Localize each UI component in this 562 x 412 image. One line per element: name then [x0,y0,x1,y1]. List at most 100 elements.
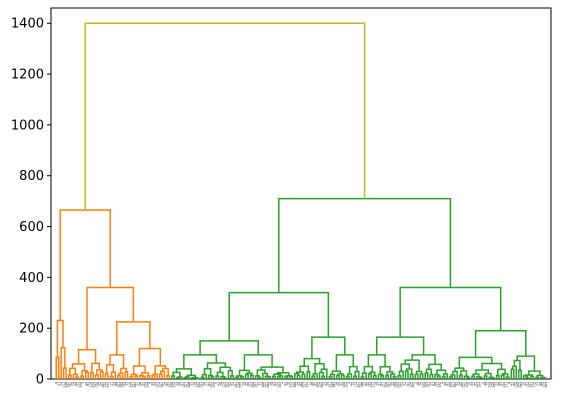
leaf-tick-label: 66 [99,382,103,386]
leaf-tick-label: 123 [249,382,253,388]
leaf-tick-label: 15 [534,382,538,386]
leaf-tick-label: 49 [244,382,248,386]
dendrogram-link [400,363,410,372]
leaf-tick-label: 145 [263,382,267,388]
leaf-tick-label: 194 [453,382,457,388]
leaf-tick-label: 199 [121,382,125,388]
dendrogram-link [328,375,333,379]
leaf-tick-label: 80 [153,382,157,386]
dendrogram-link [436,375,441,379]
leaf-tick-label: 90 [472,382,476,386]
dendrogram-link [151,374,156,379]
leaf-tick-label: 197 [253,382,257,388]
leaf-tick-label: 196 [320,382,324,388]
leaf-tick-label: 59 [71,382,75,386]
dendrogram-link [110,371,117,379]
leaf-tick-label: 130 [276,382,280,388]
leaf-tick-label: 126 [541,382,545,388]
leaf-tick-label: 148 [64,382,68,388]
leaf-tick-label: 89 [539,382,543,386]
leaf-tick-label: 3 [347,382,351,384]
dendrogram-link [367,354,386,367]
leaf-tick-label: 45 [509,382,513,386]
leaf-tick-label: 180 [399,382,403,388]
dendrogram-link [271,375,276,379]
leaf-tick-label: 84 [379,382,383,386]
dendrogram-link [525,377,530,379]
leaf-tick-label: 1 [480,382,484,384]
dendrogram-link [348,365,358,375]
leaf-tick-label: 113 [421,382,425,388]
leaf-tick-label: 75 [485,382,489,386]
dendrogram-link [436,369,447,375]
dendrogram-link [530,375,535,379]
leaf-tick-label: 78 [285,382,289,386]
leaf-tick-label: 27 [229,382,233,386]
dendrogram-link [109,354,125,369]
dendrogram-link [419,373,424,379]
leaf-tick-label: 187 [426,382,430,388]
leaf-tick-label: 42 [217,382,221,386]
dendrogram-link [411,354,436,365]
leaf-tick-label: 135 [436,382,440,388]
leaf-tick-label: 65 [165,382,169,386]
leaf-tick-label: 86 [246,382,250,386]
dendrogram-link [321,375,326,379]
y-tick-label: 600 [19,220,44,235]
dendrogram-link [105,364,115,374]
leaf-tick-label: 110 [128,382,132,388]
leaf-tick-label: 20 [202,382,206,386]
leaf-tick-label: 104 [527,382,531,388]
leaf-tick-label: 10 [374,382,378,386]
leaf-tick-label: 36 [123,382,127,386]
leaf-tick-label: 155 [91,382,95,388]
leaf-tick-label: 39 [416,382,420,386]
leaf-tick-label: 128 [408,382,412,388]
leaf-tick-label: 88 [113,382,117,386]
dendrogram-link [154,365,167,374]
dendrogram-link [116,374,121,379]
leaf-tick-label: 109 [194,382,198,388]
dendrogram-link [116,321,151,355]
leaf-tick-label: 38 [482,382,486,386]
leaf-tick-label: 168 [212,382,216,388]
leaf-tick-label: 63 [298,382,302,386]
leaf-tick-label: 30 [522,382,526,386]
leaf-tick-label: 151 [357,382,361,388]
dendrogram-link [243,354,273,371]
dendrogram-link [55,356,60,379]
leaf-tick-label: 100 [300,382,304,388]
dendrogram-link [303,357,321,367]
dendrogram-link [84,22,366,211]
dendrogram-link [375,336,425,355]
dendrogram-link [132,365,146,375]
leaf-tick-label: 142 [463,382,467,388]
dendrogram-link [238,369,251,376]
leaf-tick-label: 186 [492,382,496,388]
leaf-tick-label: 112 [487,382,491,388]
leaf-tick-label: 176 [172,382,176,388]
leaf-tick-label: 72 [192,382,196,386]
dendrogram-link [460,370,468,377]
leaf-tick-label: 31 [455,382,459,386]
leaf-tick-label: 55 [337,382,341,386]
leaf-tick-label: 41 [283,382,287,386]
leaf-tick-label: 127 [475,382,479,388]
leaf-tick-label: 97 [499,382,503,386]
leaf-tick-label: 124 [182,382,186,388]
plot-frame [50,7,552,380]
leaf-tick-label: 165 [411,382,415,388]
dendrogram-link [442,373,449,379]
dendrogram-link [425,368,433,375]
dendrogram-link [276,372,290,376]
leaf-tick-label: 119 [514,382,518,388]
dendrogram-link [203,367,212,376]
leaf-tick-label: 116 [222,382,226,388]
dendrogram-link [535,376,540,379]
leaf-tick-label: 29 [96,382,100,386]
dendrogram-link [449,376,454,379]
leaf-tick-label: 37 [57,382,61,386]
leaf-tick-label: 54 [404,382,408,386]
leaf-tick-label: 173 [372,382,376,388]
leaf-tick-label: 184 [133,382,137,388]
